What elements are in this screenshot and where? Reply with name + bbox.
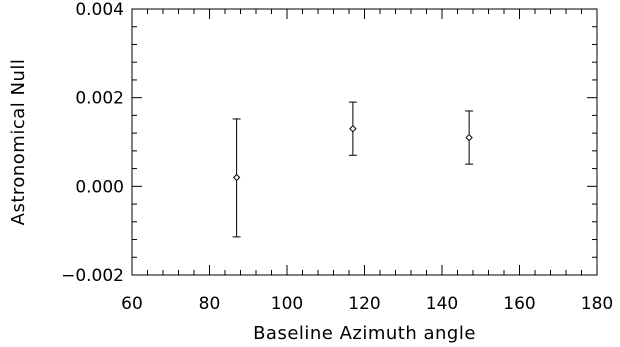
y-tick-label: 0.004: [75, 0, 124, 20]
y-tick-label: 0.000: [75, 177, 124, 197]
x-tick-label: 100: [271, 294, 303, 314]
y-tick-labels: −0.002 0.000 0.002 0.004: [61, 0, 124, 286]
x-axis-label: Baseline Azimuth angle: [253, 323, 476, 344]
x-tick-label: 80: [199, 294, 221, 314]
axis-ticks: [131, 8, 598, 276]
plot-frame: [131, 8, 598, 276]
x-tick-label: 140: [426, 294, 458, 314]
data-point-marker: [349, 124, 357, 133]
y-tick-label: −0.002: [61, 266, 124, 286]
data-point-marker: [232, 173, 241, 182]
y-tick-label: 0.002: [75, 89, 124, 109]
x-tick-label: 120: [348, 294, 380, 314]
data-points: [232, 101, 474, 238]
y-axis-label: Astronomical Null: [8, 59, 29, 226]
x-tick-label: 60: [121, 294, 143, 314]
x-tick-label: 160: [503, 294, 535, 314]
x-tick-label: 180: [581, 294, 613, 314]
x-tick-labels: 60 80 100 120 140 160 180: [121, 294, 613, 314]
data-point-marker: [465, 133, 473, 142]
